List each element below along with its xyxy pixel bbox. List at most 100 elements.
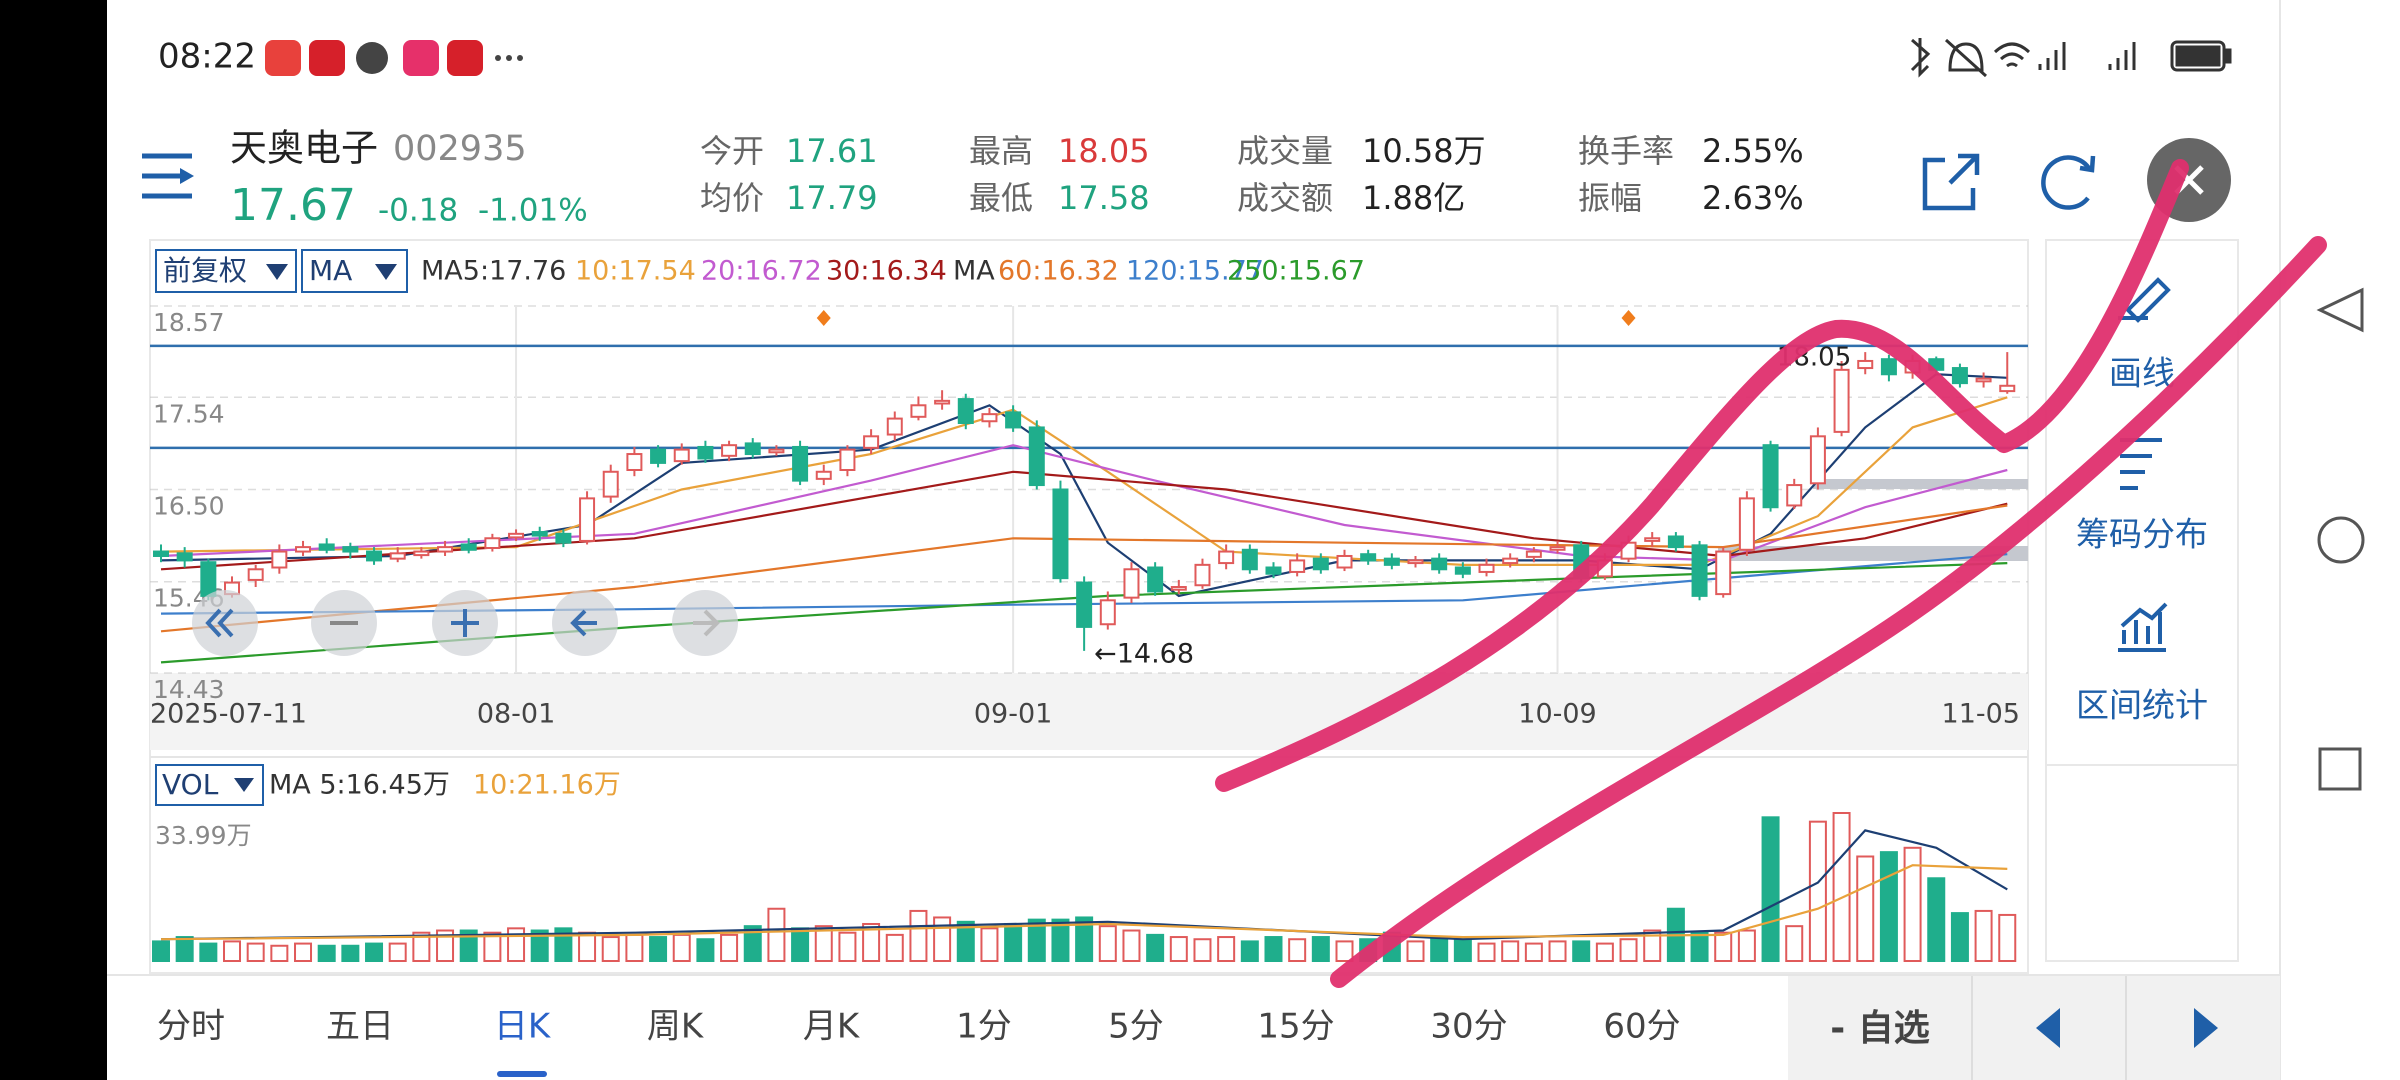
ma-line bbox=[160, 444, 2008, 562]
volume-bar bbox=[1998, 913, 2017, 962]
volume-bar bbox=[1572, 940, 1591, 963]
volume-bar bbox=[1453, 938, 1472, 962]
nav-home[interactable] bbox=[2317, 516, 2365, 564]
candle-body bbox=[792, 445, 809, 482]
volume-bar bbox=[365, 942, 384, 963]
refresh-button[interactable] bbox=[2041, 155, 2096, 210]
candle-body bbox=[1454, 566, 1471, 575]
tab[interactable]: 月K bbox=[803, 1007, 861, 1047]
prev-stock-button[interactable] bbox=[2036, 1008, 2060, 1048]
candle-body bbox=[1880, 358, 1897, 376]
candle-body bbox=[1525, 550, 1542, 558]
scroll-start-button[interactable] bbox=[192, 590, 258, 656]
nav-back[interactable] bbox=[2316, 287, 2364, 333]
draw-tool[interactable]: 画线 bbox=[2109, 277, 2175, 393]
side-tool-label: 筹码分布 bbox=[2076, 515, 2208, 554]
candle-body bbox=[1052, 488, 1069, 580]
stock-code: 002935 bbox=[393, 129, 527, 169]
volume-bar bbox=[317, 944, 336, 963]
candle-body bbox=[1431, 557, 1448, 571]
watchlist-button[interactable]: - 自选 bbox=[1830, 1008, 1929, 1049]
volume-bar bbox=[1264, 936, 1283, 962]
candle-body bbox=[295, 546, 312, 553]
volume-bar bbox=[1619, 938, 1638, 962]
tab[interactable]: 60分 bbox=[1603, 1007, 1680, 1047]
stat-value: 1.88亿 bbox=[1362, 179, 1465, 217]
volume-bar bbox=[933, 916, 952, 962]
stat-value: 17.58 bbox=[1058, 179, 1150, 217]
left-edge bbox=[0, 0, 107, 1080]
y-tick-label: 16.50 bbox=[153, 492, 225, 521]
volume-bar bbox=[246, 942, 265, 963]
tab[interactable]: 30分 bbox=[1430, 1007, 1507, 1047]
tab[interactable]: 五日 bbox=[326, 1007, 394, 1047]
volume-bar bbox=[1808, 820, 1827, 963]
volume-bar bbox=[720, 933, 739, 963]
candle-body bbox=[318, 543, 335, 551]
stat-value: 17.79 bbox=[786, 179, 878, 217]
candle-body bbox=[1857, 359, 1874, 370]
ma-line bbox=[160, 396, 2008, 566]
dropdown-arrow bbox=[266, 264, 288, 280]
volume-bar bbox=[1927, 877, 1946, 962]
candle-body bbox=[1265, 566, 1282, 575]
candle-body bbox=[934, 399, 951, 405]
volume-bar bbox=[578, 931, 597, 963]
share-button[interactable] bbox=[1922, 153, 1980, 211]
chart-frame bbox=[149, 239, 2029, 974]
candle-body bbox=[413, 550, 430, 557]
candle-body bbox=[1383, 557, 1400, 566]
stat-label: 成交额 bbox=[1237, 179, 1333, 217]
scroll-left-button[interactable] bbox=[552, 590, 618, 656]
dropdown-arrow bbox=[375, 264, 397, 280]
candle-body bbox=[768, 448, 785, 454]
volume-bar bbox=[1643, 929, 1662, 962]
volume-bar bbox=[223, 940, 242, 963]
candle-body bbox=[153, 550, 169, 557]
tab[interactable]: 周K bbox=[647, 1007, 705, 1047]
candle-body bbox=[839, 448, 856, 471]
volume-bar bbox=[530, 929, 549, 962]
y-tick-label: 14.43 bbox=[153, 675, 225, 704]
zoom-in-button[interactable] bbox=[432, 590, 498, 656]
tab[interactable]: 分时 bbox=[157, 1007, 225, 1047]
volume-bar bbox=[388, 942, 407, 963]
volume-bar bbox=[1903, 846, 1922, 962]
stat-label: 成交量 bbox=[1237, 132, 1333, 170]
volume-bar bbox=[1548, 940, 1567, 963]
ma-line bbox=[160, 864, 2008, 941]
tab[interactable]: 日K bbox=[494, 1007, 552, 1047]
ma-legend: 10:17.54 bbox=[575, 256, 696, 287]
candle-body bbox=[1289, 559, 1306, 573]
candle-body bbox=[1667, 535, 1684, 549]
volume-bar bbox=[175, 936, 194, 962]
volume-bar bbox=[1477, 942, 1496, 963]
candle-body bbox=[1099, 599, 1116, 626]
tab[interactable]: 1分 bbox=[956, 1007, 1012, 1047]
volume-bar bbox=[1690, 931, 1709, 963]
candle-body bbox=[1738, 497, 1755, 551]
event-marker bbox=[1621, 310, 1636, 326]
menu-button[interactable] bbox=[142, 153, 194, 199]
chip-band bbox=[1813, 479, 2028, 489]
volume-bar bbox=[1832, 812, 1851, 962]
tab[interactable]: 5分 bbox=[1108, 1007, 1164, 1047]
candle-body bbox=[815, 470, 832, 480]
next-stock-button[interactable] bbox=[2194, 1008, 2218, 1048]
ma-legend: MA5:17.76 bbox=[421, 256, 566, 287]
volume-bar bbox=[862, 922, 881, 963]
chip-tool[interactable]: 筹码分布 bbox=[2076, 438, 2208, 554]
event-marker bbox=[816, 310, 831, 326]
range-tool[interactable]: 区间统计 bbox=[2076, 602, 2208, 725]
scroll-right-button[interactable] bbox=[672, 590, 738, 656]
nav-recent[interactable] bbox=[2318, 747, 2362, 791]
stat-value: 2.63% bbox=[1702, 179, 1804, 217]
volume-bar bbox=[1856, 855, 1875, 962]
volume-bar bbox=[1430, 938, 1449, 962]
volume-bar bbox=[909, 909, 928, 963]
candle-body bbox=[555, 532, 572, 544]
price-change-pct: -1.01% bbox=[478, 193, 588, 229]
tab[interactable]: 15分 bbox=[1257, 1007, 1334, 1047]
zoom-out-button[interactable] bbox=[311, 590, 377, 656]
y-tick-label: 18.57 bbox=[153, 308, 225, 337]
